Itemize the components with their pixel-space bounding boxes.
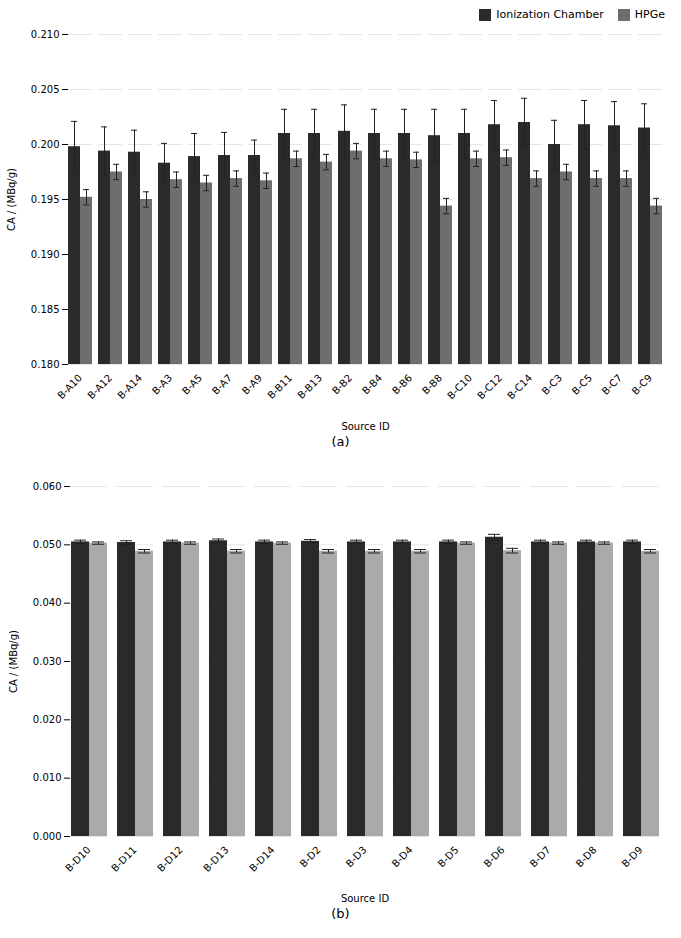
html-text:(b): (b) xyxy=(331,906,350,921)
svg-text:B-D9: B-D9 xyxy=(620,844,645,869)
svg-text:B-D4: B-D4 xyxy=(390,844,415,869)
svg-text:B-A5: B-A5 xyxy=(180,372,204,396)
svg-text:B-A7: B-A7 xyxy=(210,372,234,396)
svg-text:0.195: 0.195 xyxy=(31,194,60,205)
svg-text:0.185: 0.185 xyxy=(31,304,60,315)
svg-text:0.210: 0.210 xyxy=(31,29,60,40)
svg-text:B-D3: B-D3 xyxy=(344,844,369,869)
svg-text:0.050: 0.050 xyxy=(33,539,62,550)
svg-text:B-A3: B-A3 xyxy=(150,372,174,396)
svg-text:B-B4: B-B4 xyxy=(360,372,384,396)
svg-text:B-C14: B-C14 xyxy=(505,372,534,401)
svg-text:CA / (MBq/g): CA / (MBq/g) xyxy=(6,168,17,231)
html-text:HPGe: HPGe xyxy=(634,7,665,21)
svg-text:B-C5: B-C5 xyxy=(570,372,595,397)
svg-text:B-D6: B-D6 xyxy=(482,844,507,869)
html-text:Ionization Chamber: Ionization Chamber xyxy=(496,7,604,21)
svg-text:B-B2: B-B2 xyxy=(330,372,354,396)
svg-text:0.000: 0.000 xyxy=(33,831,62,842)
svg-text:Source ID: Source ID xyxy=(341,893,389,904)
svg-text:B-A12: B-A12 xyxy=(85,372,114,401)
svg-text:0.020: 0.020 xyxy=(33,714,62,725)
svg-text:B-D12: B-D12 xyxy=(155,844,185,874)
svg-text:B-D10: B-D10 xyxy=(63,844,93,874)
svg-text:B-C9: B-C9 xyxy=(630,372,655,397)
svg-text:B-D11: B-D11 xyxy=(109,844,139,874)
svg-text:B-B6: B-B6 xyxy=(390,372,414,396)
svg-text:B-B13: B-B13 xyxy=(295,372,324,401)
svg-text:B-D13: B-D13 xyxy=(201,844,231,874)
svg-text:B-D14: B-D14 xyxy=(247,844,277,874)
svg-text:B-C7: B-C7 xyxy=(600,372,625,397)
svg-text:0.190: 0.190 xyxy=(31,249,60,260)
svg-text:B-D2: B-D2 xyxy=(298,844,323,869)
svg-text:0.040: 0.040 xyxy=(33,597,62,608)
svg-text:Source ID: Source ID xyxy=(341,421,389,432)
svg-text:0.060: 0.060 xyxy=(33,481,62,492)
svg-text:0.205: 0.205 xyxy=(31,84,60,95)
html-text:(a): (a) xyxy=(331,434,350,449)
svg-text:B-A9: B-A9 xyxy=(240,372,264,396)
svg-text:B-A14: B-A14 xyxy=(115,372,144,401)
svg-text:B-D8: B-D8 xyxy=(574,844,599,869)
svg-text:B-B11: B-B11 xyxy=(265,372,294,401)
svg-text:B-B8: B-B8 xyxy=(420,372,444,396)
svg-text:0.180: 0.180 xyxy=(31,359,60,370)
svg-text:0.200: 0.200 xyxy=(31,139,60,150)
svg-text:B-D7: B-D7 xyxy=(528,844,553,869)
svg-text:0.030: 0.030 xyxy=(33,656,62,667)
svg-text:B-C12: B-C12 xyxy=(475,372,504,401)
svg-text:B-C10: B-C10 xyxy=(445,372,474,401)
svg-text:B-A10: B-A10 xyxy=(55,372,84,401)
svg-text:CA / (MBq/g): CA / (MBq/g) xyxy=(8,630,19,693)
svg-text:B-D5: B-D5 xyxy=(436,844,461,869)
svg-text:0.010: 0.010 xyxy=(33,772,62,783)
svg-text:B-C3: B-C3 xyxy=(540,372,565,397)
